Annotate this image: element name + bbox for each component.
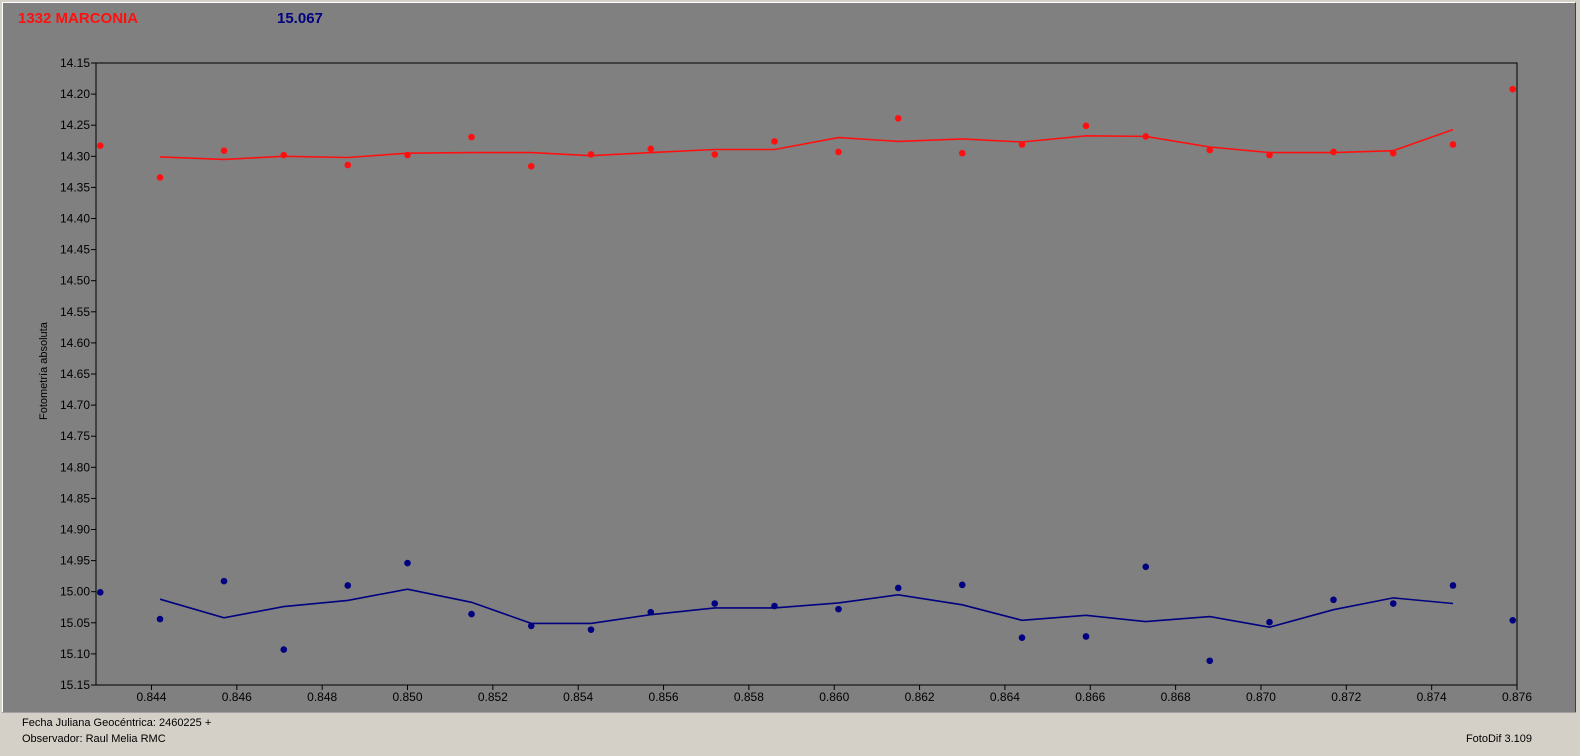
series-1-data-point: [587, 626, 595, 633]
y-axis-label: Fotometría absoluta: [38, 322, 50, 420]
series-1-data-point: [771, 602, 778, 610]
x-tick-label: 0.852: [478, 690, 508, 704]
y-tick-label: 14.65: [60, 367, 90, 381]
y-tick-label: 14.60: [60, 336, 90, 350]
series-1-data-point: [1018, 634, 1026, 642]
x-tick-label: 0.850: [392, 690, 422, 704]
x-tick-label: 0.866: [1075, 690, 1105, 704]
x-tick-label: 0.874: [1417, 690, 1447, 704]
y-tick-label: 14.80: [60, 460, 90, 474]
x-tick-label: 0.872: [1331, 690, 1361, 704]
series-1-data-point: [156, 615, 164, 623]
series-0-data-point: [894, 115, 902, 122]
series-1-data-point: [894, 584, 902, 592]
y-tick-label: 14.70: [60, 398, 90, 412]
series-0-data-point: [468, 133, 475, 141]
x-tick-label: 0.848: [307, 690, 337, 704]
y-tick-label: 14.40: [60, 212, 90, 226]
y-tick-label: 14.85: [60, 491, 90, 505]
x-tick-label: 0.868: [1161, 690, 1191, 704]
series-0-data-point: [156, 174, 164, 181]
series-1-data-point: [835, 605, 842, 613]
y-tick-label: 14.50: [60, 274, 90, 288]
x-tick-label: 0.846: [222, 690, 252, 704]
series-0-data-point: [1018, 141, 1026, 148]
x-tick-label: 0.864: [990, 690, 1020, 704]
y-tick-label: 14.90: [60, 523, 90, 537]
julian-date-label: Fecha Juliana Geocéntrica: 2460225 +: [22, 717, 212, 729]
series-1-data-point: [220, 577, 228, 585]
y-tick-label: 14.55: [60, 305, 90, 319]
series-0-data-point: [404, 151, 411, 159]
series-1-data-point: [468, 610, 475, 618]
x-tick-label: 0.856: [649, 690, 679, 704]
series-0-data-point: [1206, 146, 1214, 154]
series-1-data-point: [1082, 633, 1090, 640]
observer-label: Observador: Raul Melia RMC: [22, 733, 166, 745]
series-0-data-point: [1330, 148, 1337, 156]
series-0-data-point: [771, 138, 778, 145]
series-1-data-point: [647, 608, 655, 616]
y-tick-label: 15.15: [60, 678, 90, 692]
series-1-data-point: [344, 582, 352, 589]
y-tick-label: 14.75: [60, 429, 90, 443]
x-tick-label: 0.860: [819, 690, 849, 704]
series-0-data-point: [527, 162, 535, 170]
y-tick-label: 15.05: [60, 616, 90, 630]
series-1-data-point: [1509, 617, 1517, 624]
series-0-data-point: [280, 151, 288, 159]
series-0-data-point: [835, 148, 842, 156]
series-0-data-point: [1266, 151, 1273, 159]
light-curve-chart: 14.15 14.20 14.25 14.30 14.35 14.40 14.45 14.50…: [60, 56, 1532, 704]
status-footer: Fecha Juliana Geocéntrica: 2460225 + Obs…: [2, 712, 1576, 752]
y-tick-label: 14.95: [60, 554, 90, 568]
series-1-data-point: [1206, 657, 1214, 665]
x-tick-label: 0.854: [563, 690, 593, 704]
series-1-data-point: [958, 581, 966, 589]
series-0-data-point: [1509, 85, 1517, 93]
y-tick-label: 14.20: [60, 87, 90, 101]
y-tick-label: 14.30: [60, 149, 90, 163]
series-1-data-point: [1142, 563, 1150, 571]
series-1-data-point: [404, 559, 411, 567]
reference-magnitude: 15.067: [277, 10, 323, 27]
series-0-data-point: [96, 142, 104, 150]
y-tick-label: 14.45: [60, 243, 90, 257]
series-0-data-point: [344, 161, 352, 169]
series-1-trend-line: [159, 588, 1454, 629]
series-1-data-point: [1449, 582, 1457, 589]
x-tick-label: 0.862: [905, 690, 935, 704]
series-1-data-point: [1266, 618, 1273, 626]
series-1-data-point: [711, 600, 719, 607]
x-tick-label: 0.858: [734, 690, 764, 704]
object-name: 1332 MARCONIA: [18, 10, 139, 27]
y-tick-label: 15.00: [60, 585, 90, 599]
series-0-trend-line: [159, 128, 1454, 161]
y-tick-label: 15.10: [60, 647, 90, 661]
y-tick-label: 14.25: [60, 118, 90, 132]
series-1-data-point: [1389, 600, 1397, 607]
series-0-data-point: [1082, 122, 1090, 130]
series-0-data-point: [220, 147, 228, 155]
series-0-data-point: [647, 145, 655, 153]
x-tick-label: 0.844: [136, 690, 166, 704]
x-tick-label: 0.870: [1246, 690, 1276, 704]
y-tick-label: 14.35: [60, 180, 90, 194]
series-0-data-point: [958, 149, 966, 157]
series-0-data-point: [711, 151, 719, 158]
series-1-data-point: [527, 622, 535, 630]
series-1-data-point: [96, 589, 104, 596]
series-0-data-point: [1389, 149, 1397, 157]
y-tick-label: 14.15: [60, 56, 90, 70]
series-0-data-point: [1449, 141, 1457, 148]
series-1-data-point: [280, 646, 288, 653]
series-0-data-point: [587, 151, 595, 158]
series-1-data-point: [1330, 596, 1337, 604]
software-version-label: FotoDif 3.109: [1465, 733, 1532, 745]
x-tick-label: 0.876: [1502, 690, 1532, 704]
series-0-data-point: [1142, 133, 1150, 140]
